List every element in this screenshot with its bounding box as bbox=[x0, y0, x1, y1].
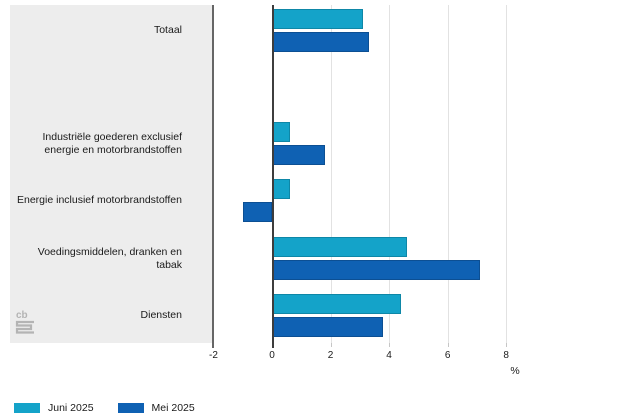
bar-mei-2025-voedingsmiddelen-dranken-en-tabak[interactable] bbox=[272, 260, 480, 280]
x-axis-unit-label: % bbox=[510, 365, 520, 377]
category-label-diensten: Diensten bbox=[140, 309, 182, 322]
x-tick-label-8: 8 bbox=[503, 350, 509, 361]
legend-item-juni-2025[interactable]: Juni 2025 bbox=[14, 402, 94, 414]
x-tick-mark-8 bbox=[506, 343, 508, 347]
x-tick-label-4: 4 bbox=[386, 350, 392, 361]
svg-text:cb: cb bbox=[16, 310, 28, 321]
plot-area bbox=[213, 5, 565, 343]
bar-juni-2025-industri-le-goederen-exclusief-energie-e[interactable] bbox=[272, 122, 290, 142]
chart-legend: Juni 2025 Mei 2025 bbox=[14, 402, 195, 414]
x-tick-mark-4 bbox=[389, 343, 391, 347]
legend-swatch-mei-2025 bbox=[117, 403, 144, 413]
x-tick-label-6: 6 bbox=[444, 350, 451, 361]
x-tick-mark-0 bbox=[272, 343, 274, 348]
gridline-2 bbox=[330, 5, 332, 343]
bar-juni-2025-totaal[interactable] bbox=[272, 9, 363, 29]
bar-juni-2025-voedingsmiddelen-dranken-en-tabak[interactable] bbox=[272, 237, 407, 257]
legend-item-mei-2025[interactable]: Mei 2025 bbox=[117, 402, 195, 414]
x-tick-mark-6 bbox=[447, 343, 449, 347]
legend-swatch-juni-2025 bbox=[14, 403, 40, 413]
category-label-energie-inclusief-motorbrandstoffen: Energie inclusief motorbrandstoffen bbox=[17, 194, 182, 207]
cbs-logo: cb bbox=[15, 310, 34, 334]
x-tick-label-0: 0 bbox=[269, 350, 275, 361]
bar-mei-2025-totaal[interactable] bbox=[272, 32, 369, 52]
legend-label-juni-2025: Juni 2025 bbox=[48, 402, 94, 414]
legend-label-mei-2025: Mei 2025 bbox=[151, 402, 195, 414]
category-label-panel bbox=[10, 5, 213, 343]
bar-juni-2025-diensten[interactable] bbox=[272, 294, 401, 314]
y-axis-line bbox=[212, 5, 214, 348]
gridline-8 bbox=[506, 5, 508, 343]
bar-mei-2025-diensten[interactable] bbox=[272, 317, 384, 337]
gridline-4 bbox=[389, 5, 391, 343]
bar-juni-2025-energie-inclusief-motorbrandstoffen[interactable] bbox=[272, 179, 290, 199]
category-label-totaal: Totaal bbox=[153, 24, 182, 37]
category-label-industri-le-goederen-exclusief-energie-e: Industriële goederen exclusief energie e… bbox=[42, 131, 182, 156]
x-tick-label--2: -2 bbox=[209, 350, 218, 361]
x-tick-mark-2 bbox=[330, 343, 332, 347]
x-tick-label-2: 2 bbox=[327, 350, 334, 361]
bar-mei-2025-industri-le-goederen-exclusief-energie-e[interactable] bbox=[272, 145, 325, 165]
category-label-voedingsmiddelen-dranken-en-tabak: Voedingsmiddelen, dranken en tabak bbox=[37, 246, 182, 271]
gridline-6 bbox=[447, 5, 449, 343]
bar-mei-2025-energie-inclusief-motorbrandstoffen[interactable] bbox=[242, 202, 272, 222]
zero-line bbox=[272, 5, 274, 343]
